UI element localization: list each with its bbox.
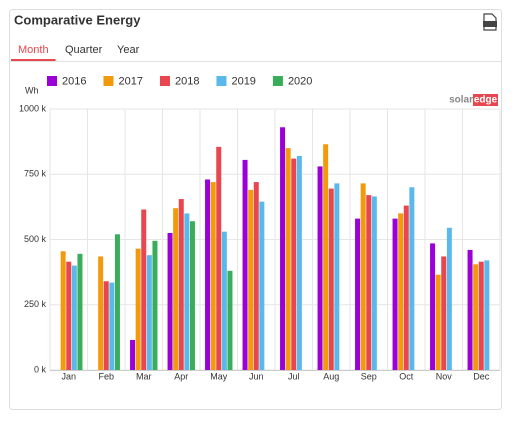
bar [360, 183, 366, 370]
bar [135, 248, 141, 370]
bar [173, 208, 179, 370]
x-tick-label: Dec [473, 371, 490, 381]
x-tick-label: Apr [174, 371, 188, 381]
bar [141, 209, 147, 370]
bar [152, 240, 158, 370]
x-tick-label: Jul [288, 371, 300, 381]
y-tick-label: 250 k [24, 299, 47, 309]
bar [291, 158, 297, 370]
bar [323, 144, 329, 370]
bar [484, 260, 490, 370]
logo-text: solar [449, 95, 473, 106]
x-tick-label: Sep [361, 371, 377, 381]
bar [227, 270, 233, 370]
bar [60, 251, 66, 370]
bar [478, 261, 484, 370]
bar [77, 253, 83, 370]
legend-label[interactable]: 2018 [175, 75, 199, 87]
x-tick-label: Jun [249, 371, 264, 381]
x-tick-label: Nov [436, 371, 453, 381]
bar [435, 274, 441, 370]
bar [253, 182, 259, 370]
bar [446, 227, 452, 370]
y-tick-label: 750 k [24, 169, 47, 179]
bar [403, 205, 409, 370]
tab[interactable]: Month [18, 44, 49, 56]
y-tick-label: 1000 k [19, 103, 47, 113]
y-tick-label: 500 k [24, 234, 47, 244]
y-axis-title: Wh [25, 85, 39, 95]
bar [216, 146, 222, 370]
bar [114, 234, 120, 370]
legend-label[interactable]: 2016 [62, 75, 86, 87]
bar [392, 218, 398, 370]
bar [98, 256, 104, 370]
legend-label[interactable]: 2017 [118, 75, 142, 87]
bar [317, 166, 323, 370]
bar [430, 243, 436, 370]
bar [210, 182, 216, 370]
x-tick-label: Mar [136, 371, 152, 381]
x-tick-label: Feb [98, 371, 114, 381]
legend-swatch[interactable] [216, 76, 227, 86]
tab[interactable]: Year [117, 44, 140, 56]
bar [178, 199, 184, 370]
bar [184, 213, 190, 370]
logo: solar edge [449, 94, 498, 106]
bar [280, 127, 286, 371]
bar [71, 265, 77, 370]
x-tick-label: Jan [61, 371, 76, 381]
bar [130, 339, 136, 370]
legend-label[interactable]: 2020 [288, 75, 312, 87]
x-tick-label: Aug [323, 371, 339, 381]
bar [66, 261, 72, 370]
legend-swatch[interactable] [159, 76, 170, 86]
bar [296, 155, 302, 370]
bar [285, 148, 291, 370]
widget-title: Comparative Energy [14, 12, 141, 27]
x-tick-label: Oct [399, 371, 414, 381]
tab[interactable]: Quarter [65, 44, 103, 56]
bar [328, 188, 334, 370]
legend-swatch[interactable] [103, 76, 114, 86]
bar [167, 232, 173, 370]
bar [441, 256, 447, 370]
logo-text: edge [474, 95, 498, 106]
bar [189, 221, 195, 370]
tab-underline [11, 59, 56, 61]
y-tick-label: 0 k [34, 364, 47, 374]
legend-swatch[interactable] [47, 76, 57, 86]
bar [371, 196, 377, 370]
bar [409, 187, 415, 370]
bar [248, 189, 254, 370]
bar [398, 213, 404, 370]
legend-swatch[interactable] [272, 76, 283, 86]
x-tick-label: May [210, 371, 228, 381]
bar [205, 179, 211, 370]
bar [146, 255, 152, 370]
bar [467, 249, 473, 370]
bar [221, 231, 227, 370]
csv-icon[interactable] [483, 13, 497, 31]
bar [242, 159, 248, 370]
bar [366, 195, 372, 370]
bar [259, 201, 265, 370]
bar [109, 282, 115, 370]
bar [473, 264, 479, 370]
bar [103, 281, 109, 370]
bar [334, 183, 340, 370]
logo-box [473, 94, 498, 106]
bar [355, 218, 361, 370]
legend-label[interactable]: 2019 [231, 75, 255, 87]
